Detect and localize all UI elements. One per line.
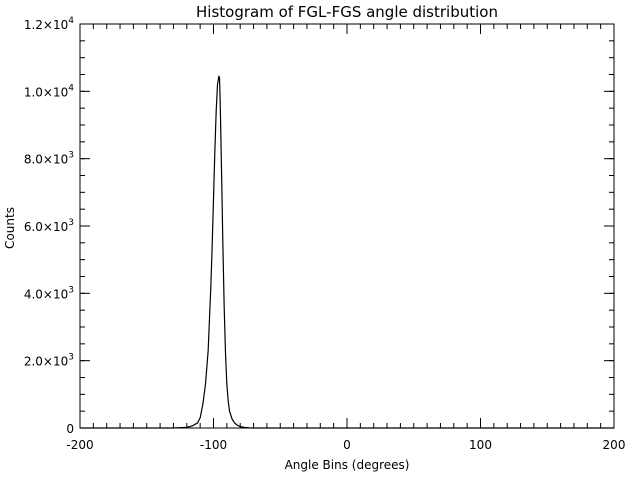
y-tick-mantissa: 4.0×10 [24,287,68,301]
x-tick-labels: -200 -100 0 100 200 [66,438,625,452]
y-tick-label: 0 [66,422,74,436]
y-tick-mantissa: 1.2×10 [24,18,68,32]
y-tick-mantissa: 6.0×10 [24,220,68,234]
y-tick-exponent: 4 [68,83,74,93]
y-tick-labels: 02.0×1034.0×1036.0×1038.0×1031.0×1041.2×… [24,16,74,436]
x-tick-label: -100 [200,438,227,452]
x-tick-label: 200 [603,438,626,452]
y-tick-label: 1.0×104 [24,83,74,99]
y-tick-exponent: 3 [68,353,74,363]
chart-title: Histogram of FGL-FGS angle distribution [196,3,498,21]
y-tick-exponent: 3 [68,285,74,295]
x-tick-label: 0 [343,438,351,452]
y-tick-mantissa: 8.0×10 [24,153,68,167]
y-tick-mantissa: 0 [66,422,74,436]
y-axis-label: Counts [3,207,17,249]
y-tick-exponent: 4 [68,16,74,26]
y-tick-label: 1.2×104 [24,16,74,32]
y-tick-label: 4.0×103 [24,285,74,301]
x-tick-label: -200 [66,438,93,452]
y-tick-exponent: 3 [68,151,74,161]
x-tick-label: 100 [469,438,492,452]
minor-ticks [79,23,615,429]
x-axis-label: Angle Bins (degrees) [285,458,410,472]
y-tick-mantissa: 1.0×10 [24,85,68,99]
major-ticks [79,23,615,429]
y-tick-exponent: 3 [68,218,74,228]
y-tick-label: 6.0×103 [24,218,74,234]
y-tick-mantissa: 2.0×10 [24,355,68,369]
series-line [80,75,614,429]
plot-frame [79,23,615,429]
y-tick-label: 8.0×103 [24,151,74,167]
y-tick-label: 2.0×103 [24,353,74,369]
series-layer [80,75,614,429]
